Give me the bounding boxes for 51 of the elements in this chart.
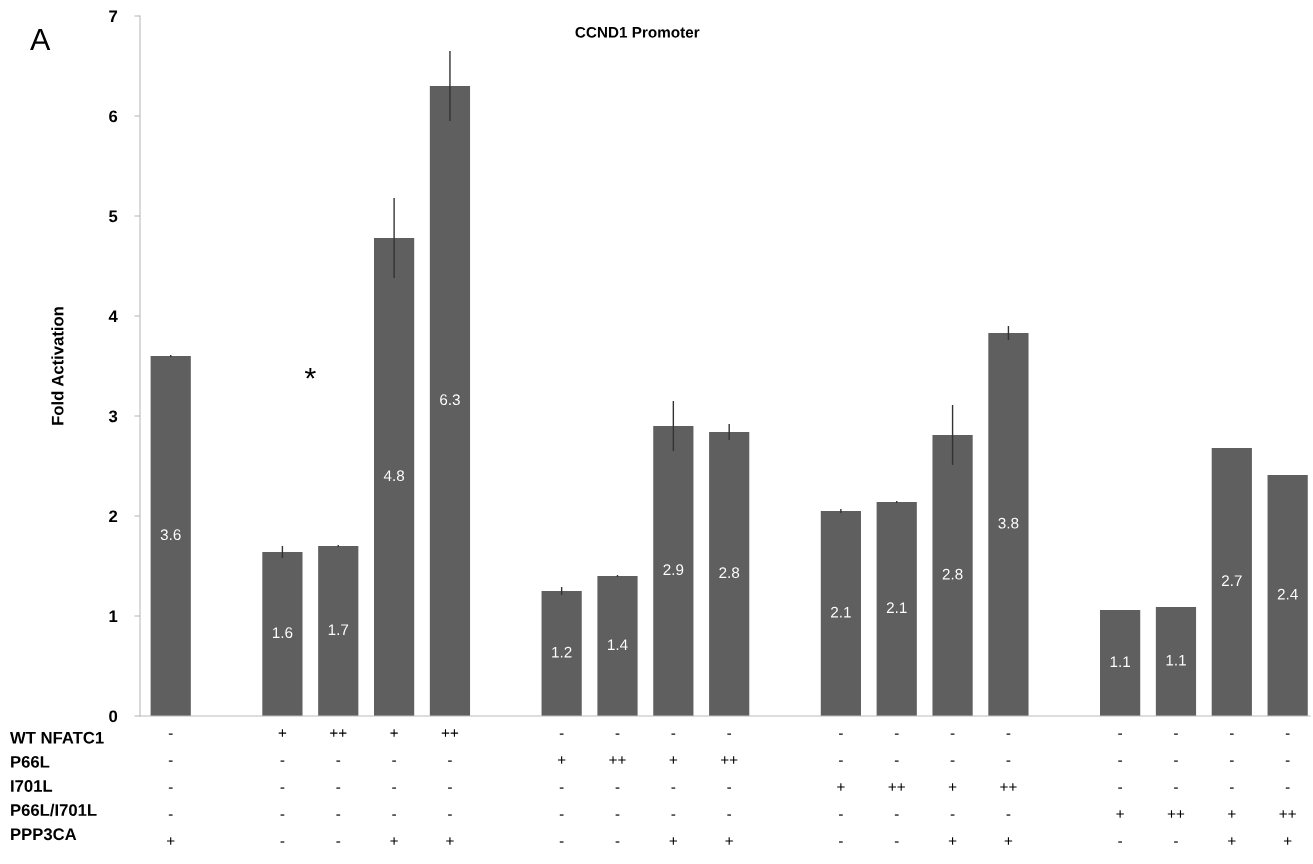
- data-label: 2.1: [886, 602, 907, 613]
- category-label: - + - - +: [669, 733, 678, 845]
- data-label: 2.4: [1277, 588, 1298, 600]
- data-label: 2.7: [1221, 575, 1242, 586]
- text: A: [30, 28, 51, 50]
- data-label: 3.8: [998, 517, 1019, 529]
- data-label: 4.8: [383, 470, 405, 482]
- text: P66L/I701L: [11, 803, 97, 817]
- data-label: 1.2: [552, 646, 572, 658]
- y-tick-label: 1: [109, 610, 118, 623]
- data-label: 2.8: [942, 568, 963, 580]
- data-label: 2.1: [831, 606, 851, 618]
- category-label: - ++ - - +: [721, 733, 738, 845]
- category-label: - - ++ - +: [1000, 733, 1017, 845]
- y-tick-label: 7: [109, 10, 118, 23]
- category-label: - - + - +: [948, 733, 957, 845]
- category-label: ++ - - - -: [330, 729, 347, 843]
- data-label: 1.1: [1110, 656, 1130, 667]
- data-label: 1.6: [272, 627, 293, 639]
- category-label: - + - - -: [557, 733, 566, 843]
- category-label: - - - + -: [1116, 733, 1124, 843]
- data-label: 1.1: [1166, 654, 1186, 666]
- data-label: 6.3: [440, 394, 460, 406]
- category-label: + - - - -: [278, 729, 287, 843]
- category-label: - - - - +: [167, 733, 175, 845]
- y-axis-title: Fold Activation: [51, 307, 64, 425]
- data-label: 1.7: [328, 624, 349, 635]
- category-label: - - - ++ -: [1167, 733, 1185, 843]
- category-label: - - ++ - -: [888, 733, 905, 843]
- text: WT NFATC1: [10, 731, 104, 744]
- category-label: - - + - -: [837, 733, 845, 843]
- y-tick-label: 0: [109, 710, 118, 723]
- data-label: 3.6: [160, 529, 181, 541]
- category-label: - - - + +: [1228, 733, 1236, 845]
- category-label: - ++ - - -: [609, 733, 626, 843]
- text: P66L: [11, 755, 50, 768]
- text: PPP3CA: [11, 828, 77, 841]
- category-label: - - - ++ +: [1279, 733, 1296, 845]
- category-label: ++ - - - +: [441, 729, 459, 845]
- data-label: 2.9: [663, 564, 684, 576]
- y-tick-label: 4: [108, 310, 118, 323]
- data-label: 2.8: [719, 567, 740, 579]
- y-tick-label: 5: [109, 210, 118, 223]
- y-tick-label: 2: [109, 510, 118, 523]
- text: CCND1 Promoter: [575, 26, 700, 38]
- y-tick-label: 3: [108, 410, 118, 423]
- data-label: 1.4: [608, 639, 628, 650]
- text: I701L: [11, 780, 53, 792]
- annotation: *: [304, 367, 316, 379]
- y-tick-label: 6: [109, 110, 118, 123]
- category-label: + - - - +: [390, 729, 398, 845]
